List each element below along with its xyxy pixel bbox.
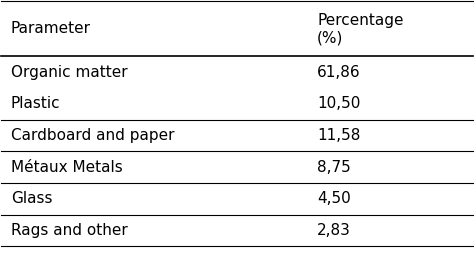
Text: Rags and other: Rags and other [11,223,128,238]
Text: Percentage
(%): Percentage (%) [317,13,403,45]
Text: Parameter: Parameter [11,21,91,36]
Text: 2,83: 2,83 [317,223,351,238]
Text: 8,75: 8,75 [317,160,351,175]
Text: Plastic: Plastic [11,96,61,111]
Text: Métaux Metals: Métaux Metals [11,160,123,175]
Text: 11,58: 11,58 [317,128,361,143]
Text: 61,86: 61,86 [317,65,361,80]
Text: Organic matter: Organic matter [11,65,128,80]
Text: Glass: Glass [11,191,52,206]
Text: Cardboard and paper: Cardboard and paper [11,128,174,143]
Text: 10,50: 10,50 [317,96,361,111]
Text: 4,50: 4,50 [317,191,351,206]
